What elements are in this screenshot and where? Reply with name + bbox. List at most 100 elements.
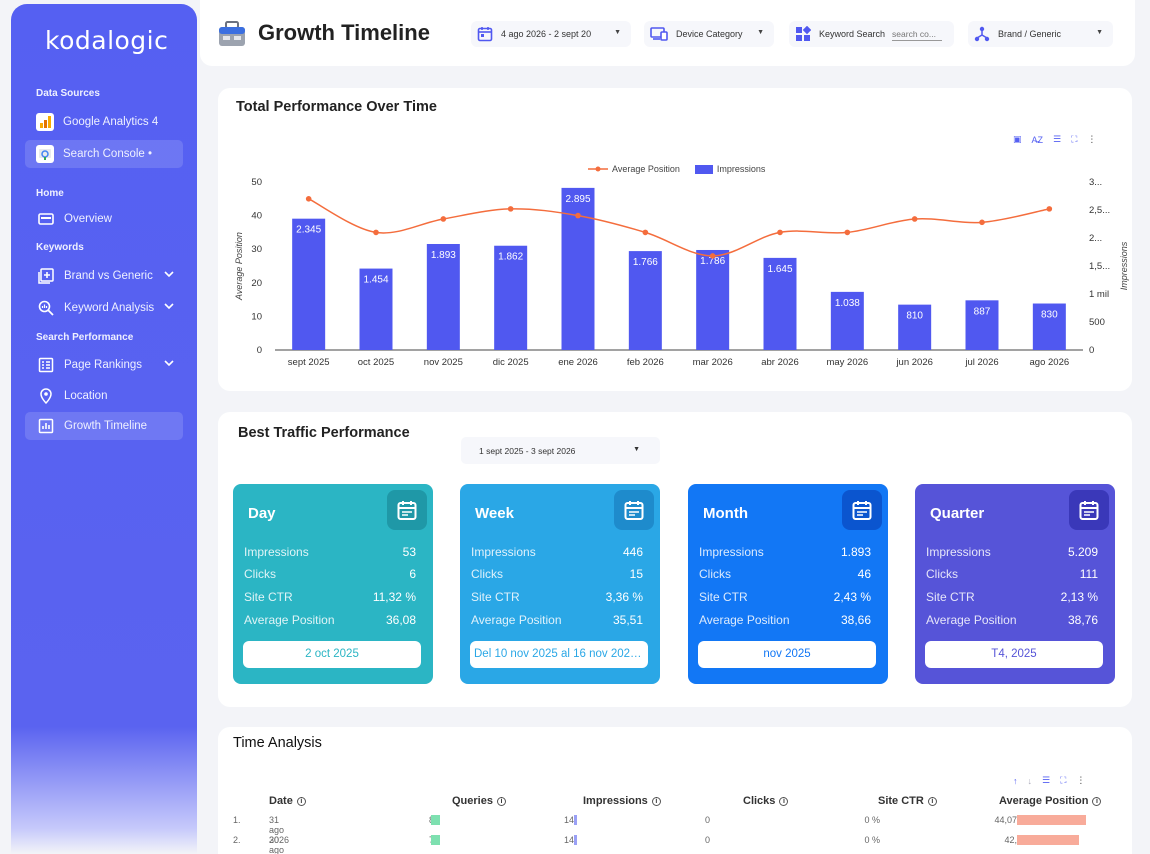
tile-period-button[interactable]: T4, 2025 xyxy=(925,641,1103,668)
filter-icon[interactable]: ☰ xyxy=(1053,134,1062,144)
filter-icon[interactable]: ☰ xyxy=(1042,775,1051,785)
sort-az-icon[interactable]: A̶Z xyxy=(1031,134,1044,145)
column-header-label: Average Position xyxy=(999,795,1089,807)
metric-label: Clicks xyxy=(926,567,958,581)
calendar-icon xyxy=(842,490,882,530)
devices-icon xyxy=(650,27,668,41)
column-header-label: Queries xyxy=(452,795,493,807)
x-tick-label: jul 2026 xyxy=(964,357,998,368)
metric-label: Clicks xyxy=(244,567,276,581)
tile-period-button[interactable]: 2 oct 2025 xyxy=(243,641,421,668)
info-icon[interactable]: i xyxy=(1092,796,1102,806)
chevron-down-icon[interactable] xyxy=(163,358,175,371)
bar-chart-icon xyxy=(37,417,55,435)
sidebar-item-overview[interactable]: Overview xyxy=(25,205,183,233)
line-average-position xyxy=(308,198,1050,257)
table-toolbar: ↑ ↓ ☰ ⛶ ⋮ xyxy=(1013,775,1085,786)
metric-label: Site CTR xyxy=(699,590,748,604)
location-pin-icon xyxy=(37,387,55,405)
page-title: Growth Timeline xyxy=(258,20,430,45)
metric-value: 3,36 % xyxy=(605,590,643,604)
date-range-filter[interactable]: 4 ago 2026 - 2 sept 20 ▼ xyxy=(471,21,631,47)
legend-average-position: Average Position xyxy=(612,164,680,174)
keyword-search-label: Keyword Search xyxy=(819,29,886,39)
info-icon[interactable]: i xyxy=(927,796,937,806)
bar-data-label: 1.786 xyxy=(700,256,725,267)
cell-position: 44,07 xyxy=(994,815,1017,825)
cell-clicks: 0 xyxy=(704,835,710,845)
chevron-down-icon[interactable] xyxy=(163,301,175,314)
bar-impressions xyxy=(494,245,528,350)
bar-data-label: 1.454 xyxy=(363,275,388,286)
info-icon[interactable]: i xyxy=(296,796,306,806)
list-alt-icon xyxy=(37,356,55,374)
cell-impressions: 14 xyxy=(563,835,574,845)
y-tick-label: 40 xyxy=(251,211,262,222)
sidebar-item-search-console[interactable]: Search Console • xyxy=(25,140,183,168)
tile-metric-row: Impressions 1.893 xyxy=(699,545,871,559)
x-tick-label: nov 2025 xyxy=(424,357,463,368)
tile-period-button[interactable]: nov 2025 xyxy=(698,641,876,668)
cell-ctr: 0 % xyxy=(864,835,880,845)
point-average-position xyxy=(440,216,447,222)
bar-data-label: 1.893 xyxy=(431,250,456,261)
more-options-icon[interactable]: ⋮ xyxy=(1087,134,1097,144)
brand-generic-filter[interactable]: Brand / Generic ▼ xyxy=(968,21,1113,47)
sidebar-item-location[interactable]: Location xyxy=(25,382,183,410)
keyword-search-input[interactable] xyxy=(892,27,943,41)
tile-metric-row: Average Position 36,08 xyxy=(244,613,416,627)
column-header[interactable]: Date i xyxy=(269,795,306,807)
sidebar-item-brand-vs-generic[interactable]: Brand vs Generic xyxy=(25,262,183,290)
device-category-label: Device Category xyxy=(676,29,743,39)
info-icon[interactable]: i xyxy=(496,796,506,806)
y-tick-label: 0 xyxy=(257,345,262,356)
sidebar-item-label: Brand vs Generic xyxy=(64,270,153,282)
bar-impressions xyxy=(561,187,595,350)
sidebar-item-page-rankings[interactable]: Page Rankings xyxy=(25,351,183,379)
logo: kodalogic xyxy=(45,26,169,55)
account-tree-icon xyxy=(974,26,990,42)
overview-icon xyxy=(37,210,55,228)
more-options-icon[interactable]: ⋮ xyxy=(1076,775,1086,785)
x-tick-label: jun 2026 xyxy=(895,357,932,368)
best-traffic-date-filter[interactable]: 1 sept 2025 - 3 sept 2026 ▼ xyxy=(461,437,660,464)
y2-tick-label: 2,5... xyxy=(1089,205,1110,216)
tile-day: Day Impressions 53 Clicks 6 Site CTR 11,… xyxy=(233,484,433,684)
legend-impressions: Impressions xyxy=(716,164,766,174)
info-icon[interactable]: i xyxy=(651,796,661,806)
column-header[interactable]: Queries i xyxy=(452,795,506,807)
column-header-label: Date xyxy=(269,795,293,807)
device-category-filter[interactable]: Device Category ▼ xyxy=(644,21,774,47)
cell-clicks: 0 xyxy=(704,815,710,825)
sort-ascending-icon[interactable]: ↑ xyxy=(1013,775,1018,786)
export-chart-icon[interactable]: ▣ xyxy=(1013,134,1022,144)
sidebar-item-keyword-analysis[interactable]: Keyword Analysis xyxy=(25,294,183,322)
calendar-icon xyxy=(1069,490,1109,530)
column-header[interactable]: Average Position i xyxy=(999,795,1102,807)
column-header[interactable]: Impressions i xyxy=(583,795,661,807)
queries-bar xyxy=(431,815,440,825)
tile-metric-row: Clicks 15 xyxy=(471,567,643,581)
tile-period-button[interactable]: Del 10 nov 2025 al 16 nov 2025 ... xyxy=(470,641,648,668)
metric-label: Impressions xyxy=(699,545,764,559)
metric-value: 446 xyxy=(622,545,643,559)
chevron-down-icon[interactable] xyxy=(163,269,175,282)
info-icon[interactable]: i xyxy=(779,796,789,806)
sidebar-item-google-analytics[interactable]: Google Analytics 4 xyxy=(25,108,183,136)
sort-descending-icon[interactable]: ↓ xyxy=(1027,775,1033,786)
column-header[interactable]: Site CTR i xyxy=(878,795,937,807)
chart-toolbar: ▣ A̶Z ☰ ⛶ ⋮ xyxy=(1013,134,1096,145)
bar-impressions xyxy=(898,304,932,350)
best-traffic-date-value: 1 sept 2025 - 3 sept 2026 xyxy=(479,445,576,456)
x-tick-label: feb 2026 xyxy=(627,357,664,368)
fullscreen-icon[interactable]: ⛶ xyxy=(1071,134,1078,144)
cell-position: 42, xyxy=(1004,835,1017,845)
row-number: 2. xyxy=(233,835,241,845)
column-header[interactable]: Clicks i xyxy=(743,795,789,807)
caret-down-icon: ▼ xyxy=(633,446,640,453)
point-average-position xyxy=(979,219,985,226)
keyword-search-filter[interactable]: Keyword Search xyxy=(789,21,954,47)
fullscreen-icon[interactable]: ⛶ xyxy=(1060,775,1067,785)
sidebar-item-growth-timeline[interactable]: Growth Timeline xyxy=(25,412,183,440)
x-tick-label: dic 2025 xyxy=(493,357,529,368)
